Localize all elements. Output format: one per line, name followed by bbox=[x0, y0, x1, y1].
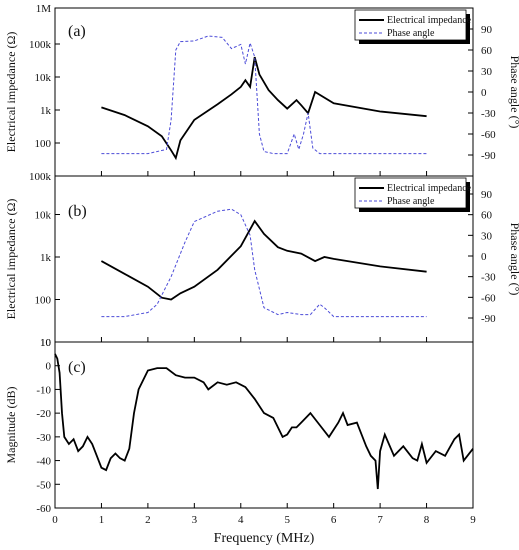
x-axis-label: Frequency (MHz) bbox=[214, 531, 315, 546]
panel-a-right-tick-label: 60 bbox=[481, 45, 493, 57]
panel-a-legend: Electrical impedance Phase angle bbox=[354, 9, 472, 44]
panel-a-right-tick-label: -60 bbox=[481, 129, 496, 141]
panel-a-left-tick-label: 10k bbox=[35, 72, 52, 84]
panel-b-legend-phase-label: Phase angle bbox=[387, 196, 435, 207]
panel-c-left-tick-label: -60 bbox=[36, 503, 51, 515]
x-tick-label: 2 bbox=[145, 514, 151, 526]
panel-c-label: (c) bbox=[68, 359, 86, 376]
panel-c-frame bbox=[54, 341, 474, 509]
panel-a-series-phase-angle bbox=[101, 35, 427, 155]
panel-a-ylabel-right: Phase angle (°) bbox=[508, 56, 519, 129]
panel-a-legend-impedance-label: Electrical impedance bbox=[387, 15, 472, 26]
panel-a-right-tick-label: 90 bbox=[481, 24, 493, 36]
panel-a-left-tick-label: 100 bbox=[35, 138, 52, 150]
panel-c-ylabel: Magnitude (dB) bbox=[4, 387, 18, 464]
panel-a-legend-box bbox=[354, 9, 467, 41]
x-tick-label: 9 bbox=[470, 514, 476, 526]
panel-b-right-tick-label: -30 bbox=[481, 272, 496, 284]
panel-c-left-tick-label: -10 bbox=[36, 384, 51, 396]
panel-b-legend-impedance-label: Electrical impedance bbox=[387, 183, 472, 194]
panel-b-right-tick-label: -60 bbox=[481, 292, 496, 304]
panel-a-legend-phase-label: Phase angle bbox=[387, 28, 435, 39]
panel-b-ylabel-left: Electrical impedance (Ω) bbox=[4, 199, 18, 320]
panel-a-right-tick-label: 30 bbox=[481, 66, 493, 78]
panel-a-left-tick-label: 100k bbox=[29, 39, 52, 51]
x-tick-label: 3 bbox=[192, 514, 198, 526]
panel-b-left-tick-label: 1k bbox=[40, 252, 52, 264]
panel-b-right-tick-label: -90 bbox=[481, 313, 496, 325]
panel-c-left-tick-label: -30 bbox=[36, 432, 51, 444]
panel-a-left-tick-label: 1M bbox=[36, 3, 52, 15]
panel-a-series-electrical-impedance bbox=[101, 56, 427, 161]
panel-c-left-tick-label: -40 bbox=[36, 456, 51, 468]
panel-b-legend-box bbox=[354, 177, 467, 209]
panel-b-left-tick-label: 10k bbox=[35, 210, 52, 222]
panel-a-right-tick-label: 0 bbox=[481, 87, 487, 99]
panel-c-left-tick-label: 10 bbox=[40, 337, 52, 349]
panel-c-left-tick-label: -50 bbox=[36, 479, 51, 491]
panel-b-legend: Electrical impedance Phase angle bbox=[354, 177, 472, 212]
panel-b-right-tick-label: 60 bbox=[481, 210, 493, 222]
panel-a-right-tick-label: -30 bbox=[481, 108, 496, 120]
panel-a-right-tick-label: -90 bbox=[481, 150, 496, 162]
panel-b-right-tick-label: 90 bbox=[481, 189, 493, 201]
panel-c-left-tick-label: 0 bbox=[46, 361, 52, 373]
panel-a-label: (a) bbox=[68, 23, 86, 40]
panel-c-left-tick-label: -20 bbox=[36, 408, 51, 420]
panel-b-right-tick-label: 0 bbox=[481, 251, 487, 263]
panel-b-left-tick-label: 100k bbox=[29, 171, 52, 183]
panel-b-series-phase-angle bbox=[101, 208, 427, 318]
panel-a-ylabel-left: Electrical impedance (Ω) bbox=[4, 32, 18, 153]
x-tick-label: 6 bbox=[331, 514, 337, 526]
panel-b-left-tick-label: 10 bbox=[40, 337, 52, 349]
panel-b-label: (b) bbox=[68, 203, 87, 220]
panel-b-right-tick-label: 30 bbox=[481, 230, 493, 242]
x-tick-label: 5 bbox=[284, 514, 290, 526]
panel-b-left-tick-label: 100 bbox=[35, 295, 52, 307]
x-tick-label: 1 bbox=[99, 514, 105, 526]
x-tick-label: 0 bbox=[52, 514, 58, 526]
panel-b-ylabel-right: Phase angle (°) bbox=[508, 223, 519, 296]
panel-a-left-tick-label: 1k bbox=[40, 105, 52, 117]
x-tick-label: 7 bbox=[377, 514, 383, 526]
panel-c-series-magnitude bbox=[54, 353, 474, 490]
x-tick-label: 8 bbox=[424, 514, 430, 526]
x-tick-label: 4 bbox=[238, 514, 244, 526]
panel-b-series-electrical-impedance bbox=[100, 219, 427, 301]
